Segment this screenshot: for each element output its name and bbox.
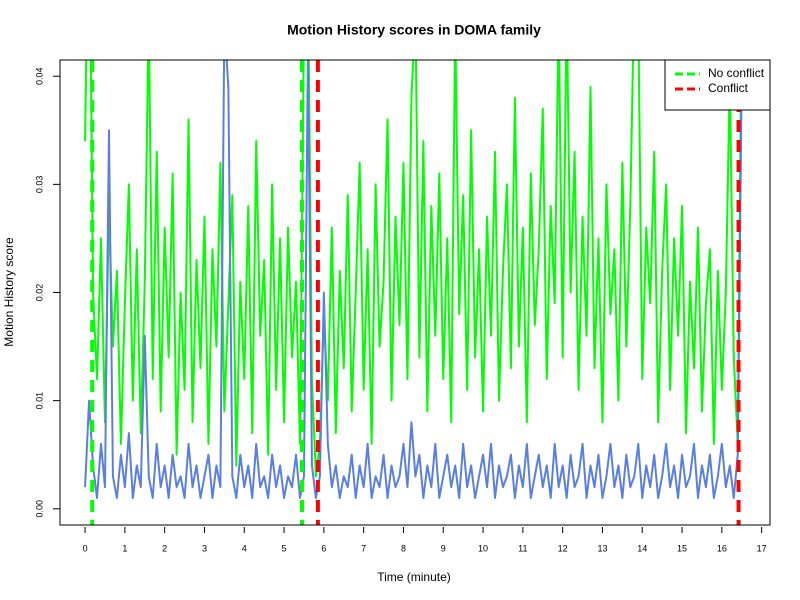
- y-axis-label: Motion History score: [2, 237, 16, 347]
- x-tick-label: 0: [83, 543, 88, 553]
- y-tick-label: 0.04: [34, 67, 44, 85]
- x-axis-label: Time (minute): [377, 570, 451, 584]
- y-tick-label: 0.00: [34, 500, 44, 518]
- x-tick-label: 9: [441, 543, 446, 553]
- y-tick-label: 0.03: [34, 176, 44, 194]
- x-tick-label: 7: [361, 543, 366, 553]
- x-tick-label: 13: [597, 543, 607, 553]
- x-tick-label: 1: [122, 543, 127, 553]
- x-tick-label: 11: [518, 543, 527, 553]
- series-line: [84, 60, 743, 478]
- x-tick-label: 17: [757, 543, 767, 553]
- x-tick-label: 16: [717, 543, 727, 553]
- x-tick-label: 12: [558, 543, 568, 553]
- x-tick-label: 15: [677, 543, 687, 553]
- x-tick-label: 4: [242, 543, 247, 553]
- x-tick-label: 5: [282, 543, 287, 553]
- chart-title: Motion History scores in DOMA family: [287, 22, 541, 38]
- x-tick-label: 2: [162, 543, 167, 553]
- y-tick-label: 0.01: [34, 392, 44, 410]
- x-tick-label: 6: [321, 543, 326, 553]
- legend-label: Conflict: [708, 81, 749, 95]
- x-tick-label: 10: [478, 543, 488, 553]
- legend-label: No conflict: [708, 66, 765, 80]
- x-tick-label: 14: [637, 543, 647, 553]
- series-line: [84, 60, 743, 499]
- x-tick-label: 8: [401, 543, 406, 553]
- y-tick-label: 0.02: [34, 284, 44, 302]
- legend-box: [664, 59, 771, 111]
- plot-area: [84, 60, 743, 525]
- x-tick-label: 3: [202, 543, 207, 553]
